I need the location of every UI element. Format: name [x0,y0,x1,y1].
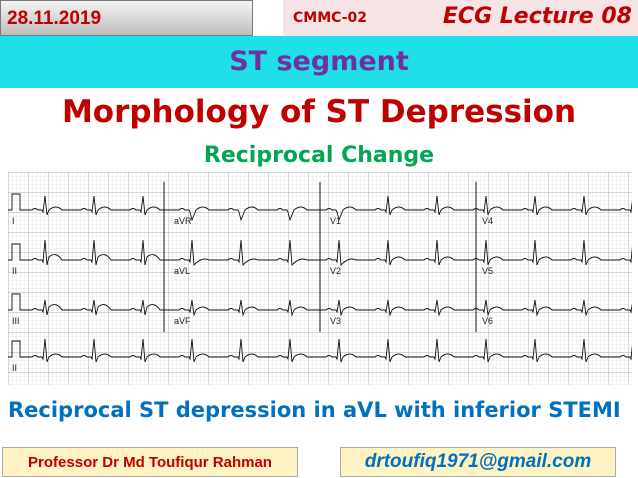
lead-label: I [12,216,15,226]
lead-label: V3 [330,316,341,326]
lead-label: V4 [482,216,493,226]
ecg-trace [8,193,632,222]
lead-label: aVL [174,266,190,276]
lead-label: V6 [482,316,493,326]
caption: Reciprocal ST depression in aVL with inf… [8,398,621,422]
topic: ST segment [0,36,638,88]
title: Morphology of ST Depression [61,94,577,130]
course-code: CMMC-02 [293,10,368,26]
email: drtoufiq1971@gmail.com [340,447,616,477]
author: Professor Dr Md Toufiqur Rahman [2,447,298,477]
lead-label: II [12,363,17,373]
header-panel [283,0,638,36]
subtitle: Reciprocal Change [203,143,435,168]
lecture: ECG Lecture 08 [442,4,632,29]
lead-label: aVF [174,316,191,326]
lead-label: V2 [330,266,341,276]
lead-label: II [12,266,17,276]
ecg-trace [8,338,632,363]
lead-label: aVR [174,216,192,226]
lead-label: V5 [482,266,493,276]
lead-label: V1 [330,216,341,226]
ecg-trace [8,239,632,267]
lead-label: III [12,316,20,326]
ecg-trace [8,293,632,317]
date: 28.11.2019 [0,0,253,36]
